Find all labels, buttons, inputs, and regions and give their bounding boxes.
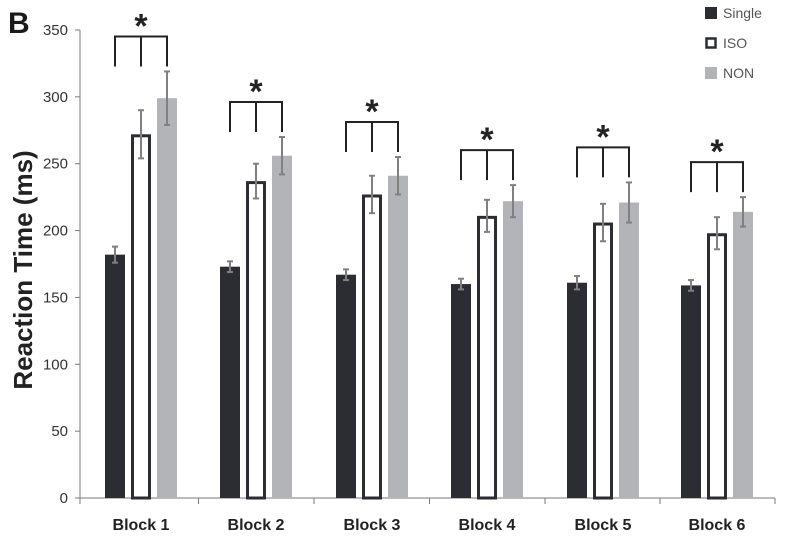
y-tick-label: 350 xyxy=(43,22,68,39)
significance-star: * xyxy=(365,93,379,131)
significance-bracket xyxy=(576,146,630,178)
significance-bracket xyxy=(690,161,744,193)
bar-non xyxy=(733,211,753,498)
bar-non xyxy=(388,175,408,498)
significance-star: * xyxy=(480,121,494,159)
significance-bracket xyxy=(345,121,399,153)
significance-bracket xyxy=(114,35,168,67)
significance-star: * xyxy=(249,73,263,111)
significance-bracket xyxy=(460,149,514,181)
x-tick-label: Block 6 xyxy=(689,517,746,534)
legend-swatch-non xyxy=(705,67,717,79)
x-tick-label: Block 2 xyxy=(228,517,285,534)
significance-bracket xyxy=(229,100,283,132)
bar-single xyxy=(681,285,701,498)
x-tick-label: Block 4 xyxy=(459,517,516,534)
y-tick-label: 0 xyxy=(60,490,68,507)
y-tick-label: 200 xyxy=(43,223,68,240)
significance-star: * xyxy=(596,118,610,156)
bar-iso xyxy=(131,134,151,500)
bar-single xyxy=(336,274,356,498)
legend-swatch-iso xyxy=(705,37,717,49)
x-tick-label: Block 5 xyxy=(575,517,632,534)
significance-star: * xyxy=(134,7,148,45)
bar-iso xyxy=(593,222,613,500)
y-axis-label: Reaction Time (ms) xyxy=(8,150,38,389)
y-tick-label: 300 xyxy=(43,89,68,106)
bar-single xyxy=(567,282,587,498)
bar-iso xyxy=(246,181,266,500)
bar-single xyxy=(105,254,125,498)
legend-label-single: Single xyxy=(723,5,762,21)
x-tick-label: Block 3 xyxy=(344,517,401,534)
bar-iso xyxy=(477,215,497,500)
legend-label-iso: ISO xyxy=(723,35,747,51)
bar-single xyxy=(451,284,471,498)
bar-single xyxy=(220,266,240,498)
bar-non xyxy=(272,155,292,499)
bar-iso xyxy=(707,233,727,500)
panel-label: B xyxy=(8,7,30,40)
significance-star: * xyxy=(710,133,724,171)
bar-non xyxy=(157,98,177,499)
legend-swatch-single xyxy=(705,7,717,19)
bar-non xyxy=(503,201,523,498)
y-tick-label: 250 xyxy=(43,156,68,173)
y-tick-label: 50 xyxy=(51,423,68,440)
y-tick-label: 150 xyxy=(43,289,68,306)
bar-non xyxy=(619,202,639,498)
y-tick-label: 100 xyxy=(43,356,68,373)
x-tick-label: Block 1 xyxy=(113,517,170,534)
bar-iso xyxy=(362,194,382,500)
legend-label-non: NON xyxy=(723,65,754,81)
